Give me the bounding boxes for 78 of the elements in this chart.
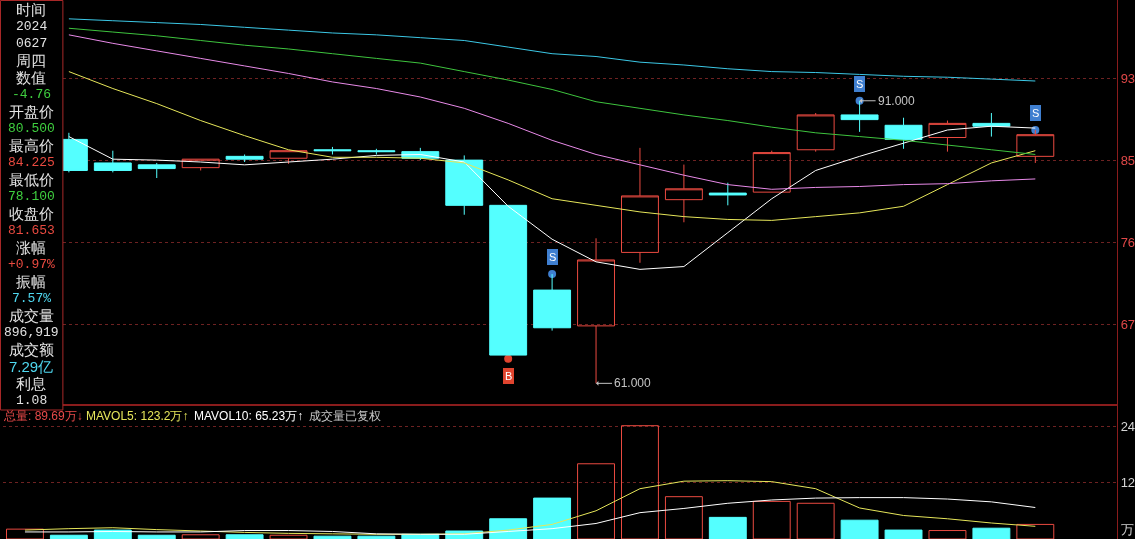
candlestick (225, 153, 264, 163)
candlestick (621, 147, 659, 264)
annotation: 成交额 (9, 341, 54, 358)
point (504, 354, 513, 363)
y-axis-title: 万 (1121, 522, 1134, 537)
annotation: 振幅 (16, 273, 46, 290)
candlestick (533, 273, 572, 332)
series-label: S (856, 78, 864, 90)
annotation: 成交量已复权 (309, 409, 381, 423)
bar (6, 528, 44, 539)
y-tick-label: 67 (1120, 316, 1135, 332)
candlestick (884, 117, 923, 150)
bar (796, 502, 835, 539)
line-series (24, 480, 1036, 535)
candlestick (664, 164, 703, 223)
bar (840, 519, 879, 539)
annotation: 总量: 89.69万↓ (3, 409, 83, 423)
annotation: 61.000 (614, 376, 652, 390)
annotation: 成交量 (9, 307, 54, 324)
candlestick (93, 150, 132, 173)
annotation: -4.76 (12, 87, 52, 102)
candlestick (269, 150, 308, 165)
bar (313, 535, 352, 539)
text: MAVOL10: 65.23万↑ (194, 409, 304, 423)
bar (137, 534, 176, 539)
annotation: 收盘价 (9, 205, 54, 222)
bar (664, 496, 703, 539)
candlestick (928, 120, 967, 153)
annotation: 周四 (16, 52, 46, 69)
bar (225, 534, 264, 539)
text: MAVOL5: 123.2万↑ (86, 409, 189, 423)
bar (1016, 523, 1055, 539)
annotation: 最高价 (9, 137, 54, 154)
candlestick (137, 162, 176, 179)
annotation: 78.100 (8, 189, 55, 204)
candlestick (708, 182, 747, 206)
annotation: 开盘价 (9, 103, 54, 120)
annotation: +0.97% (8, 257, 56, 272)
annotation: 80.500 (8, 121, 55, 136)
y-tick-label: 24 (1120, 418, 1135, 434)
bar (884, 529, 923, 539)
annotation: 1.08 (16, 393, 48, 408)
annotation: 81.653 (8, 223, 55, 238)
annotation: 7.57% (12, 291, 52, 306)
text: S (549, 251, 557, 263)
bar (181, 534, 220, 539)
annotation: 时间 (16, 1, 46, 18)
annotation: 涨幅 (16, 239, 46, 256)
bar (752, 500, 791, 539)
annotation: 利息 (16, 375, 46, 392)
bar (533, 497, 572, 539)
y-tick-label: 76 (1120, 234, 1135, 250)
bar (269, 534, 308, 539)
candlestick (181, 158, 220, 171)
bar (621, 425, 659, 539)
bar (928, 530, 967, 539)
annotation: 2024 (16, 19, 48, 34)
bar (708, 516, 747, 539)
candlestick (796, 112, 835, 153)
y-tick-label: 85 (1120, 152, 1135, 168)
annotation: 最低价 (9, 171, 54, 188)
candlestick (445, 154, 484, 216)
annotation: 896,919 (4, 325, 59, 340)
text: S (1032, 107, 1040, 119)
annotation: 0627 (16, 36, 48, 51)
candlestick (752, 150, 791, 193)
bar (357, 535, 396, 539)
annotation: 84.225 (8, 155, 55, 170)
bar (972, 527, 1011, 539)
y-tick-label: 93 (1120, 70, 1135, 86)
bar (49, 534, 88, 539)
annotation: 数值 (16, 69, 46, 86)
line-series (24, 497, 1036, 535)
annotation: 91.000 (878, 94, 916, 108)
y-tick-label: 12 (1120, 475, 1135, 491)
bar (577, 463, 615, 539)
annotation: 7.29亿 (9, 358, 54, 375)
series-label: B (505, 370, 513, 382)
